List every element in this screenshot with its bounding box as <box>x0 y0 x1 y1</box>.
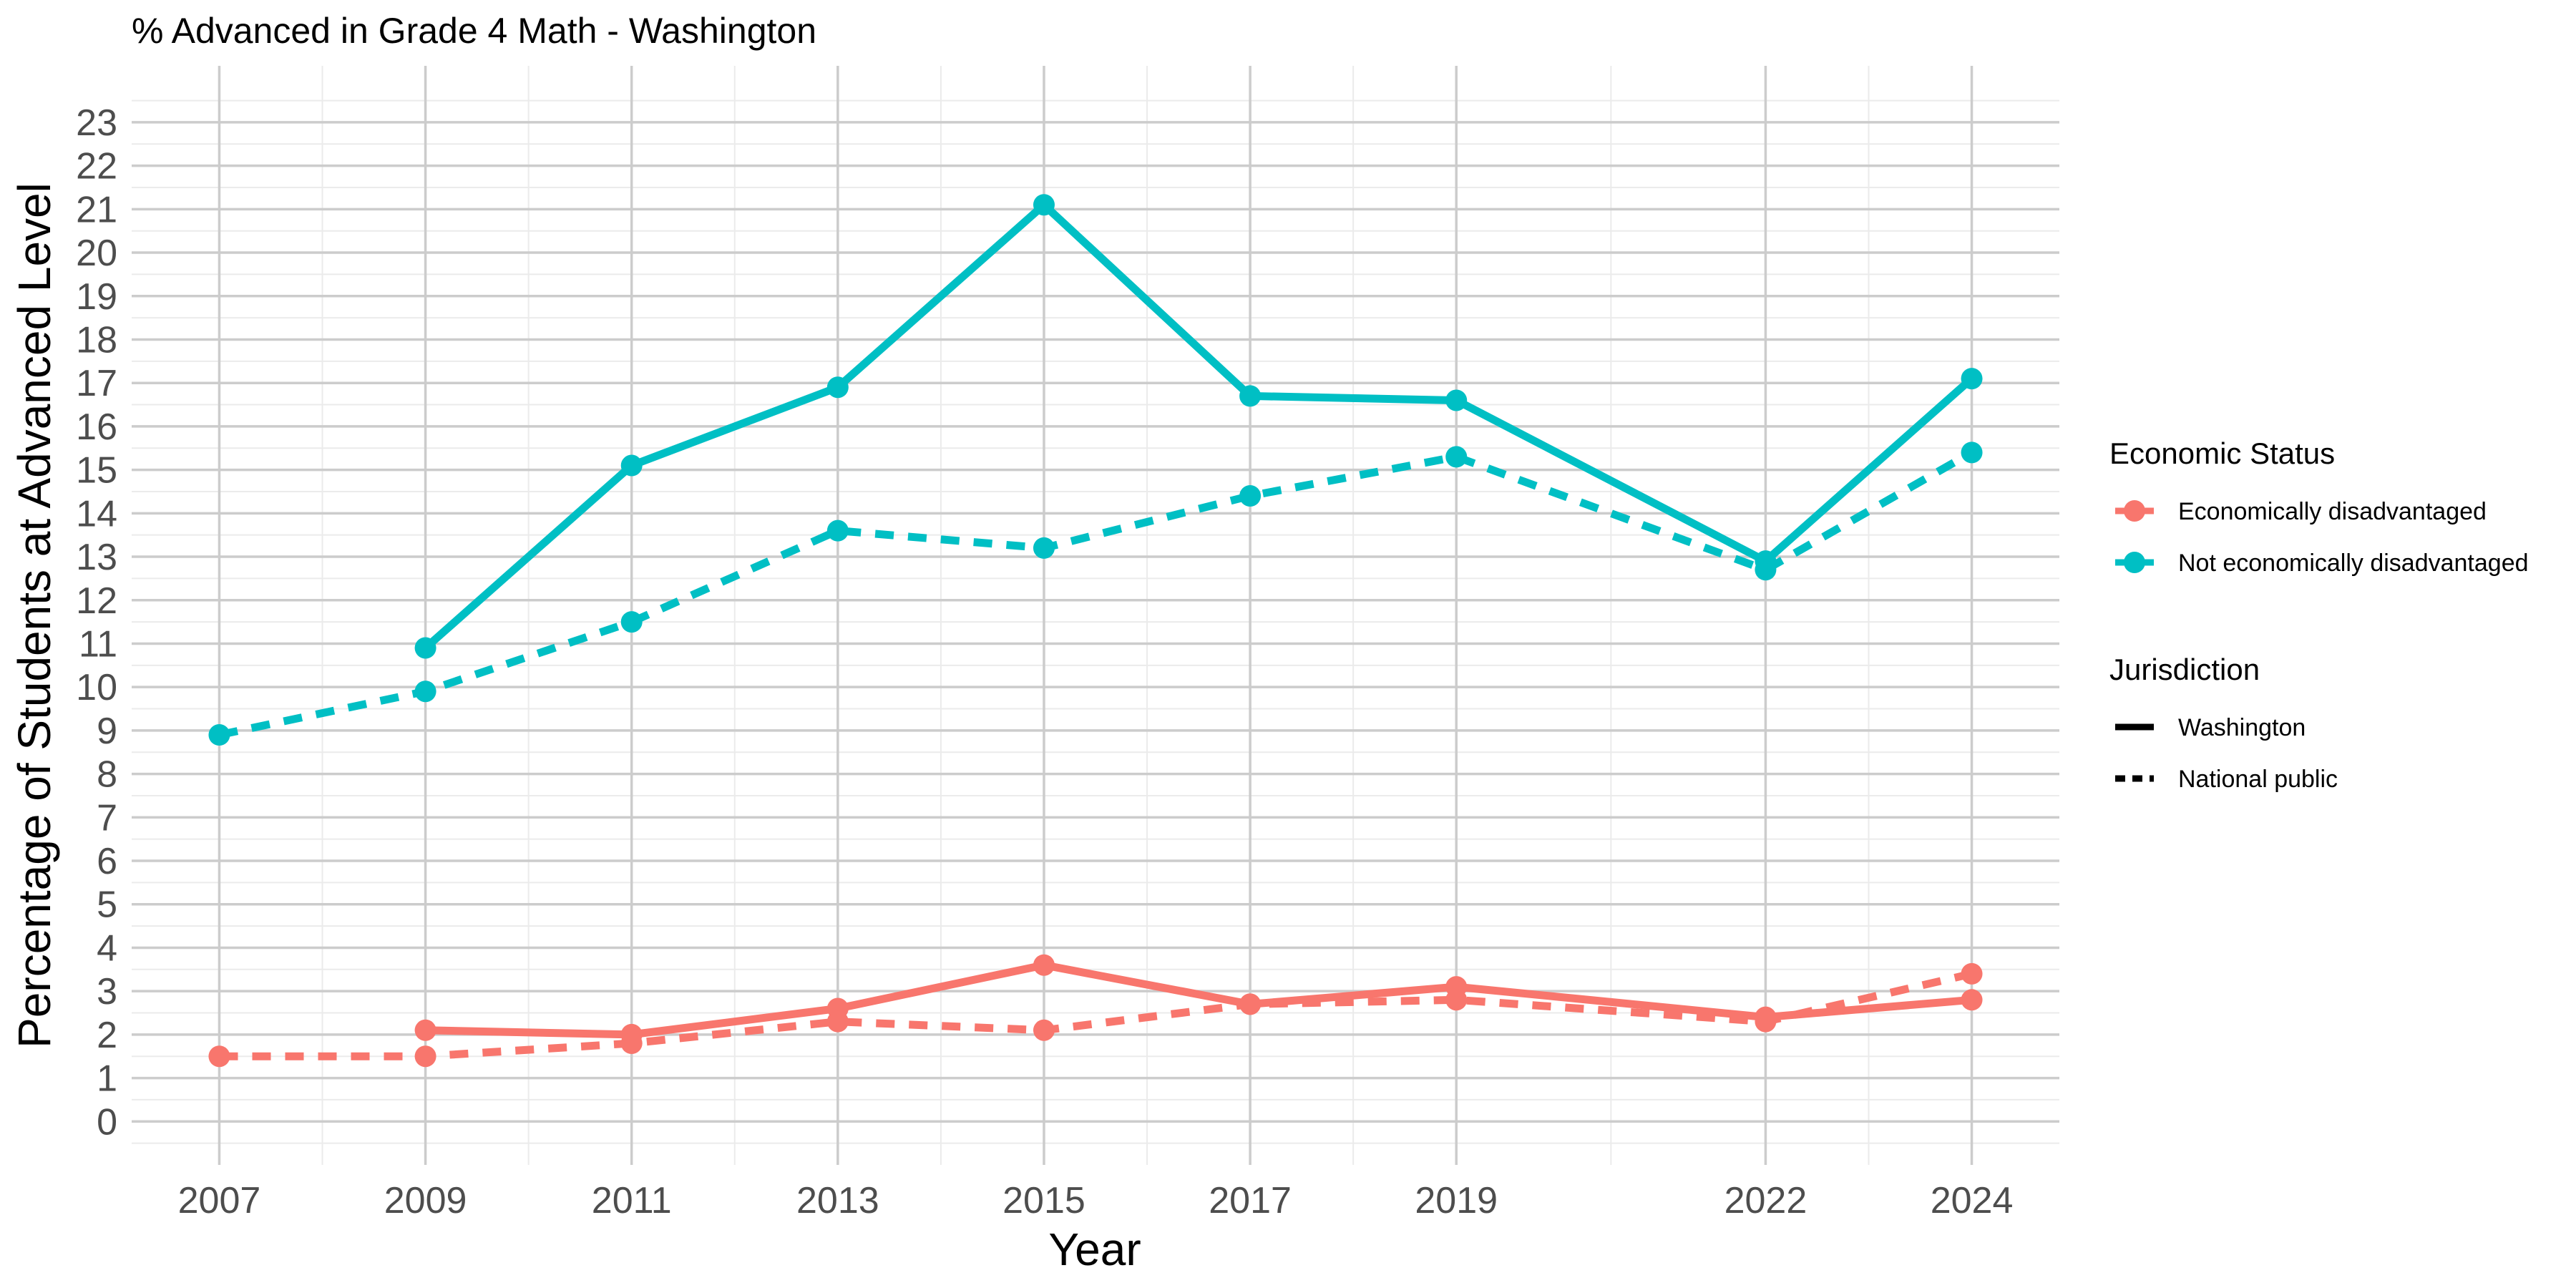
data-point-not-economically-disadvantaged-national-public <box>1033 537 1055 559</box>
series-points <box>208 194 1983 1068</box>
x-axis-title: Year <box>1048 1224 1141 1275</box>
chart-title: % Advanced in Grade 4 Math - Washington <box>132 11 816 51</box>
y-tick-label: 13 <box>76 537 117 578</box>
data-point-not-economically-disadvantaged-washington <box>414 637 436 659</box>
y-tick-label: 10 <box>76 667 117 708</box>
data-point-not-economically-disadvantaged-national-public <box>1445 446 1468 468</box>
legend-label: Not economically disadvantaged <box>2178 550 2529 577</box>
data-point-economically-disadvantaged-national-public <box>1961 962 1983 985</box>
data-point-economically-disadvantaged-national-public <box>826 1010 849 1033</box>
data-point-economically-disadvantaged-national-public <box>1033 1019 1055 1041</box>
series-line-economically-disadvantaged-washington <box>425 961 1972 1039</box>
x-tick-label: 2009 <box>384 1180 467 1221</box>
y-tick-label: 19 <box>76 276 117 318</box>
data-point-economically-disadvantaged-national-public <box>620 1033 643 1055</box>
legend-key-point <box>2124 500 2145 522</box>
y-tick-label: 23 <box>76 102 117 144</box>
legend-title-economic-status: Economic Status <box>2109 436 2335 470</box>
y-tick-label: 22 <box>76 146 117 187</box>
data-point-not-economically-disadvantaged-national-public <box>1961 441 1983 464</box>
y-tick-label: 14 <box>76 493 117 535</box>
data-point-not-economically-disadvantaged-washington <box>1961 368 1983 390</box>
y-tick-label: 9 <box>97 711 117 752</box>
data-point-economically-disadvantaged-washington <box>1033 954 1055 976</box>
data-point-not-economically-disadvantaged-national-public <box>826 519 849 542</box>
y-tick-label: 20 <box>76 233 117 274</box>
y-tick-label: 3 <box>97 971 117 1013</box>
y-tick-label: 12 <box>76 580 117 622</box>
data-point-economically-disadvantaged-national-public <box>1239 993 1262 1015</box>
x-tick-label: 2019 <box>1415 1180 1498 1221</box>
y-tick-label: 21 <box>76 189 117 230</box>
y-tick-label: 4 <box>97 927 117 969</box>
data-point-not-economically-disadvantaged-washington <box>826 376 849 399</box>
y-tick-label: 6 <box>97 841 117 882</box>
legend-label: National public <box>2178 766 2338 793</box>
y-tick-label: 8 <box>97 754 117 796</box>
data-point-not-economically-disadvantaged-national-public <box>414 680 436 703</box>
legend: Economic Status Economically disadvantag… <box>2109 436 2529 793</box>
y-tick-label: 7 <box>97 797 117 839</box>
grid <box>132 66 2059 1165</box>
x-tick-label: 2015 <box>1002 1180 1085 1221</box>
data-point-not-economically-disadvantaged-national-public <box>208 723 230 746</box>
x-tick-label: 2011 <box>592 1180 672 1221</box>
x-tick-label: 2022 <box>1724 1180 1807 1221</box>
legend-title-jurisdiction: Jurisdiction <box>2109 653 2260 686</box>
y-tick-label: 1 <box>97 1058 117 1100</box>
data-point-not-economically-disadvantaged-washington <box>620 454 643 477</box>
y-tick-label: 11 <box>79 623 117 665</box>
data-point-not-economically-disadvantaged-national-public <box>620 611 643 633</box>
x-tick-label: 2024 <box>1931 1180 2014 1221</box>
data-point-economically-disadvantaged-national-public <box>1445 989 1468 1011</box>
series-lines <box>218 200 1975 1060</box>
data-point-not-economically-disadvantaged-washington <box>1445 389 1468 411</box>
y-tick-label: 0 <box>97 1101 117 1143</box>
x-tick-label: 2007 <box>178 1180 261 1221</box>
x-axis-ticks: 2007 2009 2011 2013 2015 2017 2019 2022 2024 <box>178 1180 2014 1221</box>
y-tick-label: 18 <box>76 319 117 361</box>
data-point-not-economically-disadvantaged-national-public <box>1239 485 1262 507</box>
data-point-economically-disadvantaged-national-public <box>414 1045 436 1068</box>
y-tick-label: 5 <box>97 884 117 926</box>
y-tick-label: 16 <box>76 406 117 448</box>
data-point-economically-disadvantaged-national-public <box>208 1045 230 1068</box>
y-axis-title: Percentage of Students at Advanced Level <box>9 182 60 1048</box>
y-tick-label: 2 <box>97 1015 117 1056</box>
data-point-economically-disadvantaged-national-public <box>1755 1010 1777 1033</box>
data-point-not-economically-disadvantaged-national-public <box>1755 559 1777 581</box>
data-point-economically-disadvantaged-washington <box>1961 989 1983 1011</box>
data-point-economically-disadvantaged-washington <box>414 1019 436 1041</box>
x-tick-label: 2013 <box>796 1180 879 1221</box>
y-tick-label: 17 <box>76 363 117 404</box>
x-tick-label: 2017 <box>1209 1180 1292 1221</box>
legend-label: Economically disadvantaged <box>2178 498 2487 525</box>
y-tick-label: 15 <box>76 450 117 492</box>
series-line-not-economically-disadvantaged-washington <box>422 200 1975 651</box>
legend-label: Washington <box>2178 714 2306 741</box>
data-point-not-economically-disadvantaged-washington <box>1239 385 1262 407</box>
series-line-economically-disadvantaged-national-public <box>219 970 1973 1060</box>
data-point-not-economically-disadvantaged-washington <box>1033 194 1055 216</box>
legend-key-point <box>2124 552 2145 573</box>
